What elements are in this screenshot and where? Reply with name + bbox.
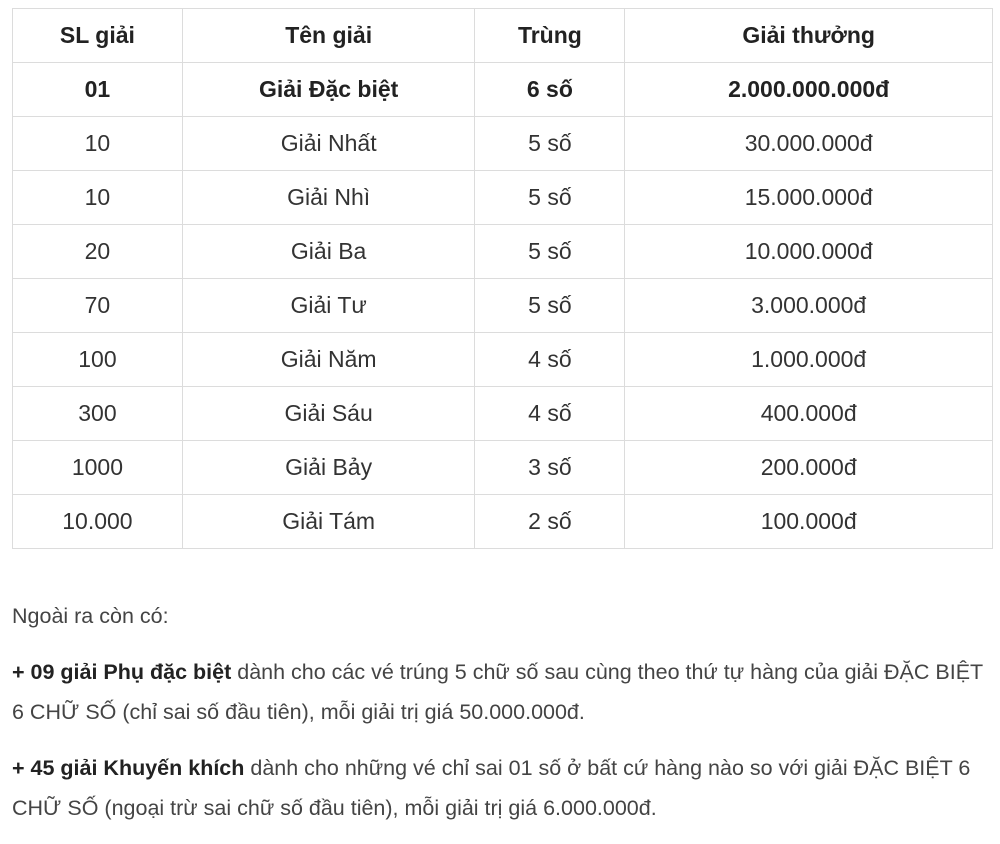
table-row: 70 Giải Tư 5 số 3.000.000đ [12,278,993,333]
cell-prize-name: Giải Sáu [181,386,476,441]
cell-prize-value: 15.000.000đ [624,170,993,225]
cell-prize-name: Giải Nhì [181,170,476,225]
note-text: dành cho những vé chỉ sai 01 số ở bất cứ… [12,756,971,820]
cell-prize-value: 100.000đ [624,494,993,549]
table-row: 01 Giải Đặc biệt 6 số 2.000.000.000đ [12,62,993,117]
cell-match: 5 số [474,116,626,171]
header-quantity: SL giải [12,8,183,63]
header-prize-value: Giải thưởng [624,8,993,63]
cell-quantity: 10 [12,170,183,225]
table-header-row: SL giải Tên giải Trùng Giải thưởng [12,8,993,63]
header-prize-name: Tên giải [181,8,476,63]
notes-intro: Ngoài ra còn có: [12,604,169,628]
cell-prize-value: 3.000.000đ [624,278,993,333]
cell-prize-value: 10.000.000đ [624,224,993,279]
cell-quantity: 100 [12,332,183,387]
cell-match: 5 số [474,278,626,333]
cell-prize-name: Giải Ba [181,224,476,279]
note-bold: + 45 giải Khuyến khích [12,756,245,780]
cell-quantity: 10.000 [12,494,183,549]
cell-match: 4 số [474,332,626,387]
table-row: 10 Giải Nhì 5 số 15.000.000đ [12,170,993,225]
cell-prize-name: Giải Năm [181,332,476,387]
cell-quantity: 01 [12,62,183,117]
note-bold: + 09 giải Phụ đặc biệt [12,660,232,684]
cell-quantity: 300 [12,386,183,441]
prize-table: SL giải Tên giải Trùng Giải thưởng 01 Giả… [12,8,993,549]
cell-match: 6 số [474,62,626,117]
cell-quantity: 20 [12,224,183,279]
note-item-special-sub: + 09 giải Phụ đặc biệt dành cho các vé t… [12,652,997,732]
table-row: 10.000 Giải Tám 2 số 100.000đ [12,494,993,549]
cell-prize-name: Giải Tư [181,278,476,333]
cell-prize-name: Giải Tám [181,494,476,549]
cell-prize-value: 1.000.000đ [624,332,993,387]
table-row: 300 Giải Sáu 4 số 400.000đ [12,386,993,441]
cell-quantity: 10 [12,116,183,171]
note-item-consolation: + 45 giải Khuyến khích dành cho những vé… [12,748,997,828]
cell-prize-name: Giải Bảy [181,440,476,495]
cell-match: 3 số [474,440,626,495]
table-row: 20 Giải Ba 5 số 10.000.000đ [12,224,993,279]
cell-prize-name: Giải Đặc biệt [181,62,476,117]
cell-prize-name: Giải Nhất [181,116,476,171]
note-text: dành cho các vé trúng 5 chữ số sau cùng … [12,660,983,724]
notes-section: Ngoài ra còn có: + 09 giải Phụ đặc biệt … [12,596,997,844]
header-match: Trùng [474,8,626,63]
table-row: 100 Giải Năm 4 số 1.000.000đ [12,332,993,387]
cell-prize-value: 30.000.000đ [624,116,993,171]
cell-quantity: 1000 [12,440,183,495]
cell-prize-value: 400.000đ [624,386,993,441]
table-row: 1000 Giải Bảy 3 số 200.000đ [12,440,993,495]
cell-match: 2 số [474,494,626,549]
cell-prize-value: 200.000đ [624,440,993,495]
cell-quantity: 70 [12,278,183,333]
cell-match: 5 số [474,224,626,279]
cell-match: 4 số [474,386,626,441]
cell-prize-value: 2.000.000.000đ [624,62,993,117]
cell-match: 5 số [474,170,626,225]
table-row: 10 Giải Nhất 5 số 30.000.000đ [12,116,993,171]
